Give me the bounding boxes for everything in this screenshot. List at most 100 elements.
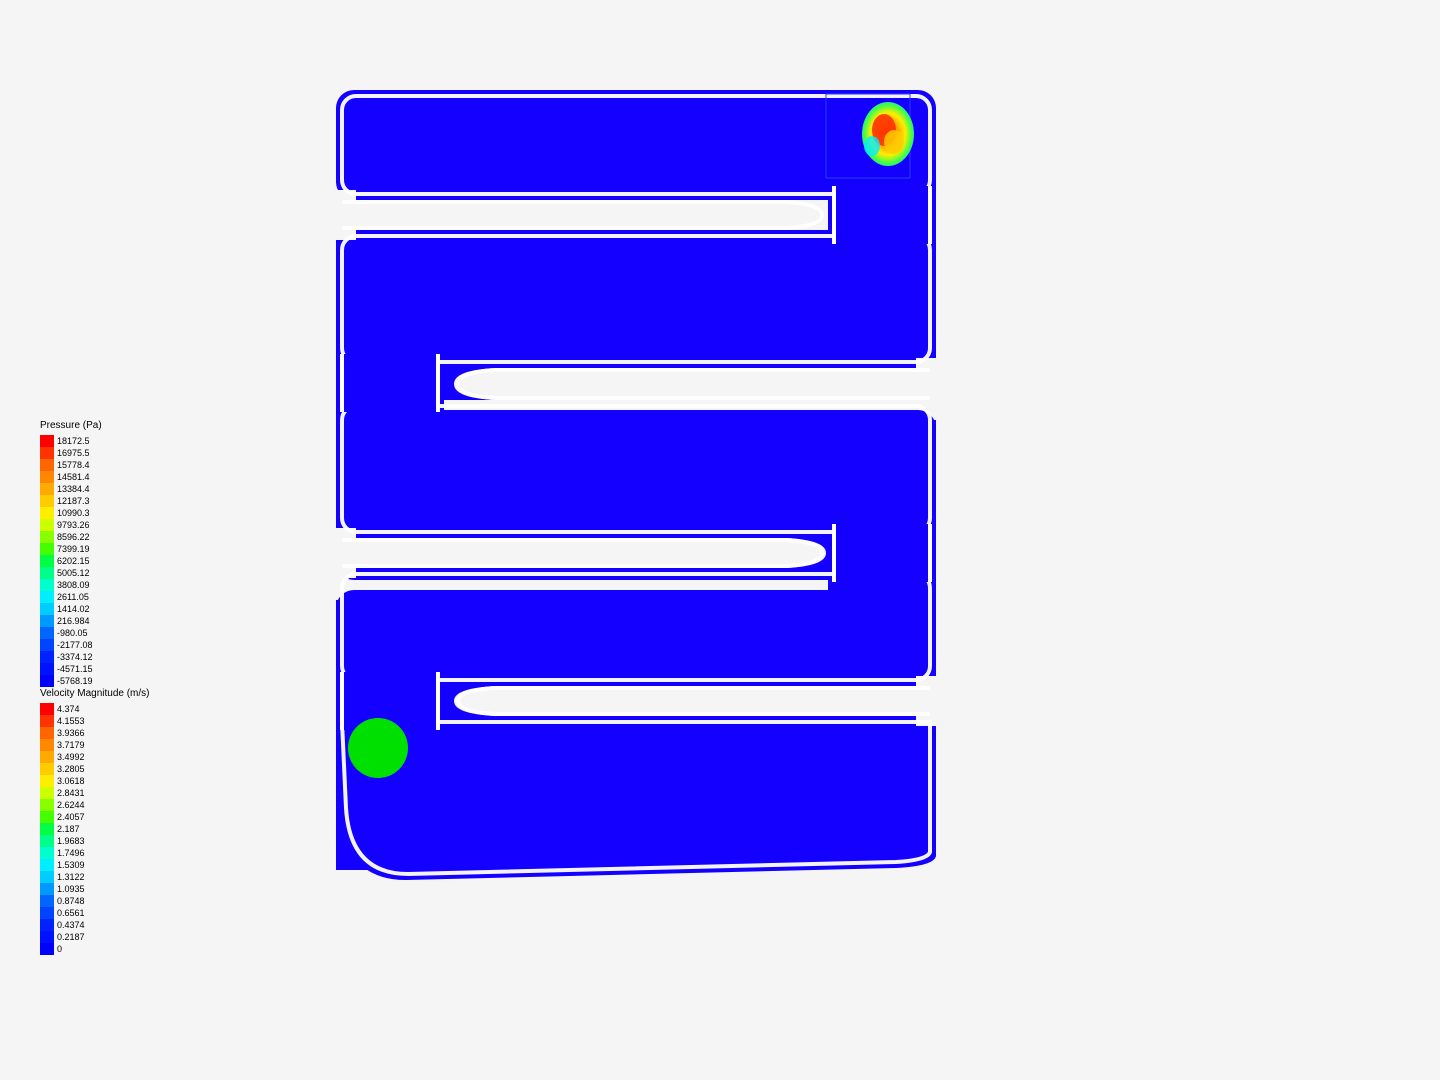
- legend-item: -3374.12: [40, 651, 102, 663]
- legend-label: 3.7179: [54, 739, 85, 751]
- legend-item: 0.8748: [40, 895, 150, 907]
- legend-item: 8596.22: [40, 531, 102, 543]
- legend-item: 2611.05: [40, 591, 102, 603]
- legend-swatch: [40, 447, 54, 459]
- legend-label: 0.4374: [54, 919, 85, 931]
- legend-label: -4571.15: [54, 663, 93, 675]
- legend-label: 3.9366: [54, 727, 85, 739]
- pressure-legend: Pressure (Pa) 18172.516975.515778.414581…: [40, 420, 102, 687]
- legend-item: 3.9366: [40, 727, 150, 739]
- legend-label: 1.9683: [54, 835, 85, 847]
- legend-swatch: [40, 627, 54, 639]
- legend-swatch: [40, 883, 54, 895]
- legend-item: 6202.15: [40, 555, 102, 567]
- legend-item: 1.5309: [40, 859, 150, 871]
- legend-swatch: [40, 715, 54, 727]
- legend-item: 2.8431: [40, 787, 150, 799]
- legend-swatch: [40, 811, 54, 823]
- legend-item: 3808.09: [40, 579, 102, 591]
- legend-swatch: [40, 483, 54, 495]
- legend-item: -2177.08: [40, 639, 102, 651]
- legend-swatch: [40, 871, 54, 883]
- legend-item: 1.7496: [40, 847, 150, 859]
- legend-item: 1.3122: [40, 871, 150, 883]
- legend-label: -980.05: [54, 627, 88, 639]
- legend-item: -980.05: [40, 627, 102, 639]
- legend-swatch: [40, 675, 54, 687]
- legend-label: 14581.4: [54, 471, 90, 483]
- legend-swatch: [40, 931, 54, 943]
- legend-label: 2.4057: [54, 811, 85, 823]
- legend-item: -4571.15: [40, 663, 102, 675]
- legend-swatch: [40, 847, 54, 859]
- legend-item: 3.7179: [40, 739, 150, 751]
- legend-item: 18172.5: [40, 435, 102, 447]
- legend-label: 13384.4: [54, 483, 90, 495]
- legend-label: 3808.09: [54, 579, 90, 591]
- outlet-hotspot: [348, 718, 408, 778]
- legend-label: 2.8431: [54, 787, 85, 799]
- legend-swatch: [40, 555, 54, 567]
- legend-label: 0: [54, 943, 62, 955]
- pressure-legend-items: 18172.516975.515778.414581.413384.412187…: [40, 435, 102, 687]
- legend-label: 2.187: [54, 823, 80, 835]
- legend-label: 9793.26: [54, 519, 90, 531]
- legend-item: 4.374: [40, 703, 150, 715]
- serpentine-channel-svg: [336, 90, 936, 880]
- legend-swatch: [40, 919, 54, 931]
- legend-swatch: [40, 835, 54, 847]
- legend-label: -3374.12: [54, 651, 93, 663]
- velocity-legend-items: 4.3744.15533.93663.71793.49923.28053.061…: [40, 703, 150, 955]
- velocity-legend: Velocity Magnitude (m/s) 4.3744.15533.93…: [40, 688, 150, 955]
- legend-label: 2.6244: [54, 799, 85, 811]
- legend-swatch: [40, 471, 54, 483]
- legend-item: 2.4057: [40, 811, 150, 823]
- legend-label: 3.4992: [54, 751, 85, 763]
- legend-label: 1.7496: [54, 847, 85, 859]
- legend-item: 216.984: [40, 615, 102, 627]
- legend-item: 13384.4: [40, 483, 102, 495]
- legend-label: 12187.3: [54, 495, 90, 507]
- legend-swatch: [40, 943, 54, 955]
- legend-label: 1.3122: [54, 871, 85, 883]
- legend-swatch: [40, 799, 54, 811]
- legend-item: 2.187: [40, 823, 150, 835]
- legend-swatch: [40, 895, 54, 907]
- legend-label: 0.8748: [54, 895, 85, 907]
- legend-swatch: [40, 543, 54, 555]
- legend-item: 1414.02: [40, 603, 102, 615]
- legend-swatch: [40, 751, 54, 763]
- legend-item: 14581.4: [40, 471, 102, 483]
- legend-item: 0: [40, 943, 150, 955]
- legend-item: 3.0618: [40, 775, 150, 787]
- legend-item: 0.6561: [40, 907, 150, 919]
- legend-item: 5005.12: [40, 567, 102, 579]
- legend-swatch: [40, 519, 54, 531]
- legend-swatch: [40, 907, 54, 919]
- legend-swatch: [40, 763, 54, 775]
- legend-item: 7399.19: [40, 543, 102, 555]
- legend-swatch: [40, 459, 54, 471]
- legend-swatch: [40, 651, 54, 663]
- legend-item: 10990.3: [40, 507, 102, 519]
- legend-swatch: [40, 739, 54, 751]
- legend-label: 6202.15: [54, 555, 90, 567]
- legend-label: 0.6561: [54, 907, 85, 919]
- legend-item: 3.4992: [40, 751, 150, 763]
- legend-item: 1.0935: [40, 883, 150, 895]
- legend-label: 4.374: [54, 703, 80, 715]
- legend-label: 15778.4: [54, 459, 90, 471]
- legend-swatch: [40, 775, 54, 787]
- cfd-contour-plot: [336, 90, 936, 880]
- legend-swatch: [40, 615, 54, 627]
- legend-label: 8596.22: [54, 531, 90, 543]
- legend-swatch: [40, 663, 54, 675]
- legend-item: 16975.5: [40, 447, 102, 459]
- legend-label: 2611.05: [54, 591, 89, 603]
- legend-label: 1414.02: [54, 603, 90, 615]
- legend-label: 4.1553: [54, 715, 85, 727]
- pressure-legend-title: Pressure (Pa): [40, 420, 102, 431]
- legend-label: 216.984: [54, 615, 90, 627]
- legend-item: 3.2805: [40, 763, 150, 775]
- legend-swatch: [40, 591, 54, 603]
